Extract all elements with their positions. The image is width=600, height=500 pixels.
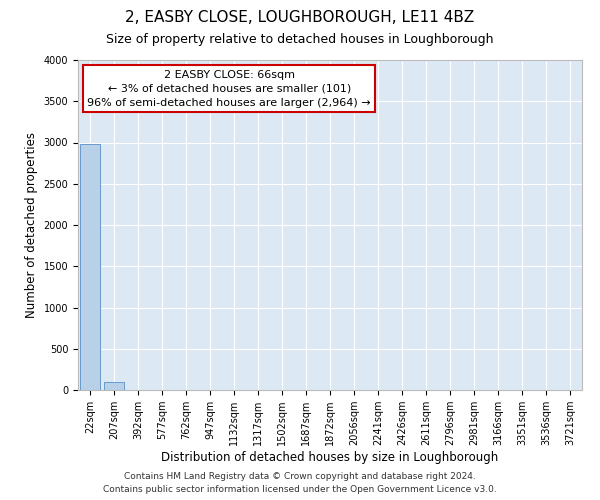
- X-axis label: Distribution of detached houses by size in Loughborough: Distribution of detached houses by size …: [161, 451, 499, 464]
- Text: Size of property relative to detached houses in Loughborough: Size of property relative to detached ho…: [106, 32, 494, 46]
- Text: 2, EASBY CLOSE, LOUGHBOROUGH, LE11 4BZ: 2, EASBY CLOSE, LOUGHBOROUGH, LE11 4BZ: [125, 10, 475, 25]
- Text: Contains HM Land Registry data © Crown copyright and database right 2024.
Contai: Contains HM Land Registry data © Crown c…: [103, 472, 497, 494]
- Bar: [80, 144, 100, 390]
- Y-axis label: Number of detached properties: Number of detached properties: [25, 132, 38, 318]
- Text: 2 EASBY CLOSE: 66sqm
← 3% of detached houses are smaller (101)
96% of semi-detac: 2 EASBY CLOSE: 66sqm ← 3% of detached ho…: [88, 70, 371, 108]
- Bar: [104, 382, 124, 390]
